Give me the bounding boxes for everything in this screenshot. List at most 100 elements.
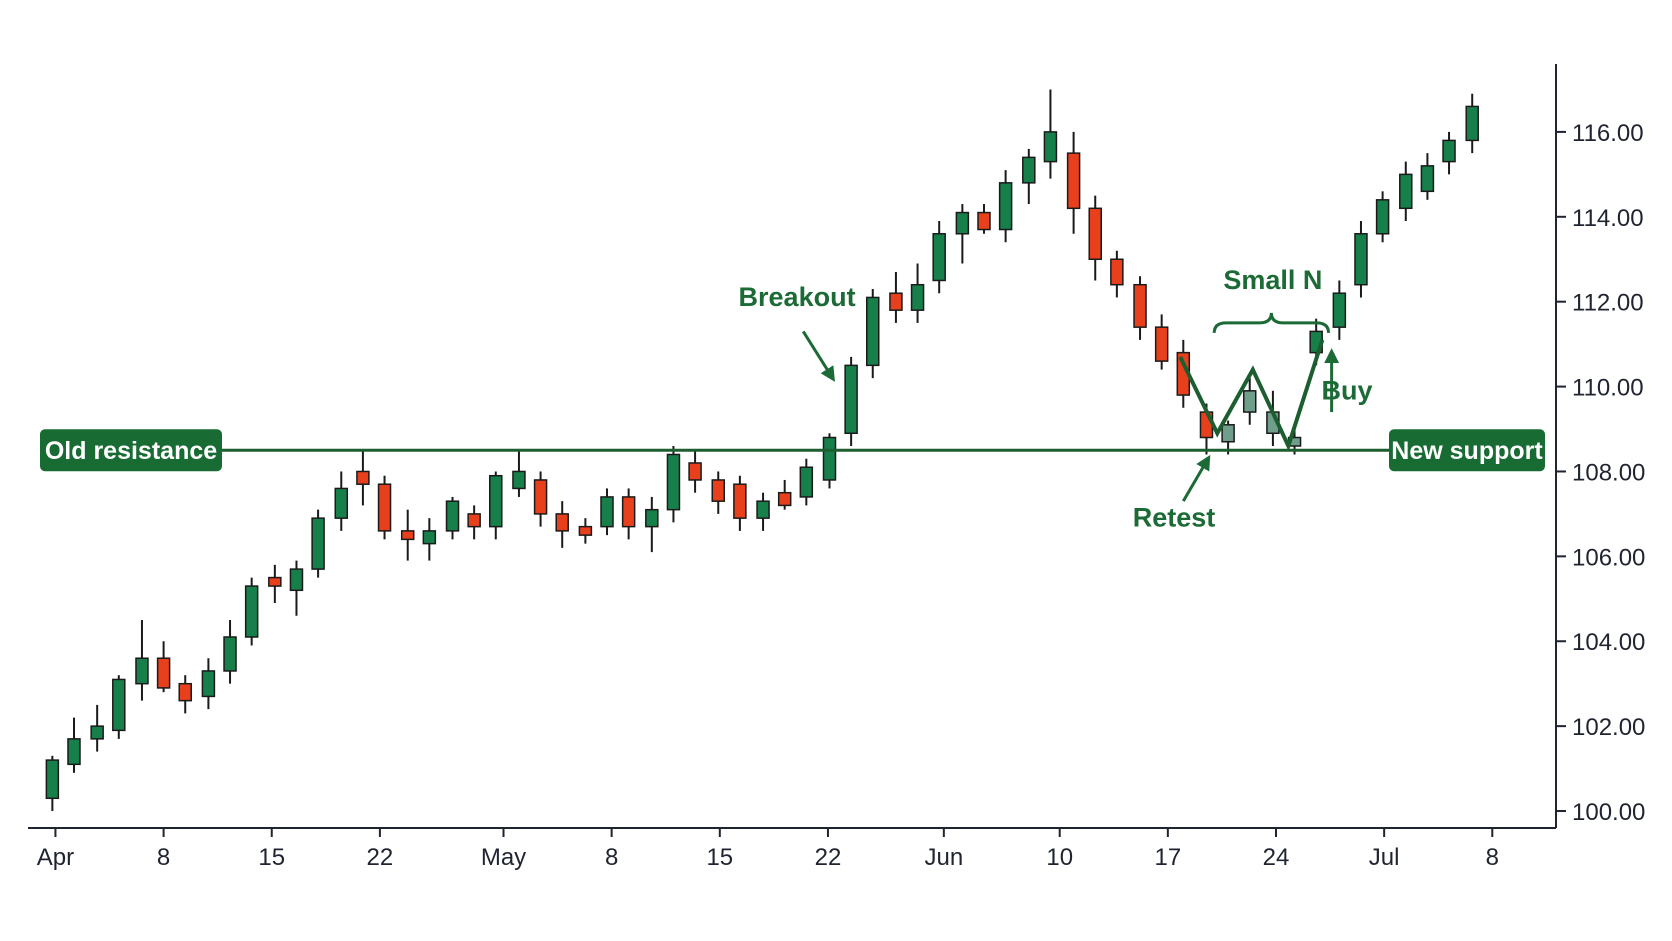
x-tick-label: Jun <box>924 844 963 871</box>
candle-body <box>1088 207 1102 260</box>
annotation-retest: Retest <box>1133 454 1215 533</box>
candle-body <box>334 487 349 519</box>
candle <box>866 288 880 379</box>
y-tick-label: 116.00 <box>1572 120 1644 147</box>
candle-body <box>1066 152 1081 210</box>
plot-area: Old resistance New support Breakout Retest… <box>40 89 1545 812</box>
candle <box>1043 89 1058 179</box>
candle <box>756 492 770 531</box>
candle <box>910 263 925 323</box>
candle <box>268 564 282 604</box>
candle <box>998 170 1013 243</box>
candle <box>67 717 81 773</box>
candle-body <box>90 725 104 740</box>
candle-body <box>1420 165 1435 193</box>
annotation-small-n: Small N <box>1212 265 1331 334</box>
candle-body <box>467 513 481 528</box>
x-ticks: Apr 8 15 22 May 8 15 22 Jun 10 17 24 Jul 8 <box>37 828 1499 871</box>
candle <box>1465 93 1479 154</box>
candle <box>955 204 970 264</box>
candle <box>777 479 792 510</box>
annotations: Breakout Retest Buy Small N <box>739 265 1373 533</box>
candle <box>555 501 569 548</box>
candle-body <box>1399 173 1413 210</box>
candle <box>45 755 60 812</box>
x-tick-label: 24 <box>1263 844 1290 871</box>
candle <box>578 518 593 544</box>
x-tick-label: Apr <box>37 844 74 871</box>
candle <box>156 641 171 693</box>
candle <box>1442 131 1456 175</box>
candle-body <box>1133 283 1147 328</box>
candle <box>711 471 726 514</box>
candle-body <box>977 211 991 231</box>
annotation-text: Small N <box>1223 265 1322 295</box>
new-support-label: New support <box>1389 429 1545 472</box>
y-tick-label: 106.00 <box>1572 544 1645 571</box>
candle <box>844 356 858 446</box>
candle <box>467 505 481 540</box>
y-tick-label: 110.00 <box>1572 375 1644 402</box>
candle <box>1399 161 1413 222</box>
candle-body <box>998 182 1013 231</box>
candle <box>1375 191 1390 243</box>
candle-body <box>289 568 304 592</box>
y-axis: 100.00 102.00 104.00 106.00 108.00 110.00 112.… <box>1555 64 1645 828</box>
candle <box>666 446 681 523</box>
candle-body <box>356 470 370 485</box>
x-tick-label: 10 <box>1046 844 1073 871</box>
levels: Old resistance New support <box>40 429 1545 472</box>
candle-body <box>422 530 437 545</box>
candle <box>1088 195 1102 281</box>
x-tick-label: 8 <box>157 844 170 871</box>
candle-body <box>533 479 548 515</box>
candle-body <box>1375 199 1390 235</box>
candle <box>1110 250 1124 298</box>
candle <box>311 509 325 578</box>
candle <box>422 518 437 561</box>
candle <box>178 675 192 714</box>
x-tick-label: 22 <box>815 844 842 871</box>
candle <box>289 560 304 616</box>
annotation-breakout: Breakout <box>739 282 856 382</box>
annotation-buy: Buy <box>1322 348 1373 413</box>
candle <box>1176 339 1191 408</box>
candle <box>334 471 349 531</box>
candle <box>223 620 237 684</box>
candle-body <box>45 759 60 800</box>
candle <box>135 620 149 701</box>
x-tick-label: 15 <box>706 844 733 871</box>
candle <box>244 577 259 646</box>
candle <box>600 488 614 536</box>
candle <box>688 450 702 493</box>
candle-body <box>1022 156 1036 184</box>
candle-body <box>866 296 880 367</box>
candle <box>512 450 526 497</box>
x-tick-label: 22 <box>367 844 394 871</box>
candle-body <box>67 738 81 766</box>
candle-body <box>578 525 593 536</box>
candle-body <box>688 462 702 481</box>
candle <box>822 433 837 489</box>
candle <box>377 475 392 540</box>
old-resistance-label: Old resistance <box>40 429 222 472</box>
new-support-label-box <box>1389 429 1545 472</box>
candles <box>45 89 1479 812</box>
candle-body <box>711 479 726 502</box>
x-axis: Apr 8 15 22 May 8 15 22 Jun 10 17 24 Jul 8 <box>28 827 1556 871</box>
candle-body <box>955 211 970 235</box>
candle-body <box>777 491 792 507</box>
candle-body <box>178 682 192 702</box>
candle-body <box>1043 131 1058 163</box>
annotation-brace <box>1212 312 1331 334</box>
candle <box>533 471 548 527</box>
candle-body <box>512 470 526 490</box>
candle-body <box>600 496 614 528</box>
y-tick-label: 114.00 <box>1572 205 1644 232</box>
candle-body <box>932 233 946 282</box>
candle-body <box>645 508 659 528</box>
candle <box>1154 314 1169 370</box>
candle-body <box>555 513 569 532</box>
candle <box>1332 280 1347 340</box>
